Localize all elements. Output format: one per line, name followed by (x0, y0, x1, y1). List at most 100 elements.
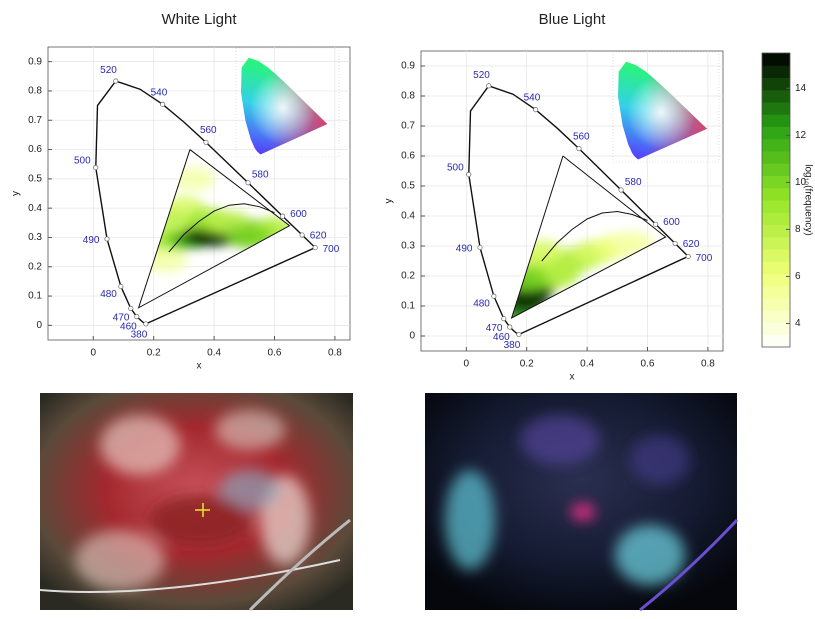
y-tick-label: 0.8 (28, 86, 42, 97)
locus-point (280, 214, 284, 218)
y-tick-label: 0 (36, 320, 42, 331)
wavelength-label: 520 (100, 65, 117, 76)
locus-point (144, 322, 148, 326)
y-tick-label: 0.9 (401, 61, 415, 72)
locus-point (300, 233, 304, 237)
colorbar-band (762, 127, 790, 140)
y-tick-label: 0.8 (401, 91, 415, 102)
locus-point (508, 325, 512, 329)
y-tick-label: 0.1 (401, 301, 415, 312)
y-tick-label: 0.9 (28, 56, 42, 67)
colorbar-tick-label: 6 (795, 271, 801, 282)
colorbar-band (762, 212, 790, 225)
colorbar-band (762, 188, 790, 201)
x-tick-label: 0.4 (207, 348, 221, 359)
y-tick-label: 0.4 (401, 211, 415, 222)
y-tick-label: 0.2 (28, 261, 42, 272)
colorbar-band (762, 163, 790, 176)
colorbar-band (762, 225, 790, 238)
locus-point (246, 181, 250, 185)
locus-point (487, 84, 491, 88)
x-tick-label: 0.2 (147, 348, 161, 359)
wavelength-label: 540 (151, 87, 168, 98)
colorbar-tick-label: 4 (795, 318, 801, 329)
wavelength-label: 480 (100, 289, 117, 300)
x-axis-label: x (197, 361, 202, 372)
x-tick-label: 0.6 (268, 348, 282, 359)
wavelength-label: 700 (323, 244, 340, 255)
wavelength-label: 600 (663, 217, 680, 228)
wavelength-label: 480 (473, 298, 490, 309)
x-tick-label: 0.8 (328, 348, 342, 359)
x-tick-label: 0.6 (641, 359, 655, 370)
wavelength-label: 580 (625, 177, 642, 188)
x-tick-label: 0.4 (580, 359, 594, 370)
photo-white-light (40, 393, 353, 610)
colorbar-band (762, 335, 790, 348)
y-tick-label: 0.3 (28, 232, 42, 243)
wavelength-label: 500 (447, 163, 464, 174)
locus-point (94, 165, 98, 169)
locus-point (160, 102, 164, 106)
y-tick-label: 0.5 (401, 181, 415, 192)
colorbar-band (762, 176, 790, 189)
locus-point (686, 254, 690, 258)
x-tick-label: 0.2 (520, 359, 534, 370)
wavelength-label: 540 (524, 93, 541, 104)
wavelength-label: 700 (696, 253, 713, 264)
locus-point (313, 245, 317, 249)
colorbar-tick-label: 14 (795, 83, 807, 94)
locus-point (114, 79, 118, 83)
wavelength-label: 520 (473, 70, 490, 81)
locus-point (105, 237, 109, 241)
colorbar-band (762, 114, 790, 127)
y-tick-label: 0.3 (401, 241, 415, 252)
x-tick-label: 0.8 (701, 359, 715, 370)
wavelength-label: 560 (573, 131, 590, 142)
colorbar-band (762, 323, 790, 336)
locus-point (517, 332, 521, 336)
colorbar-band (762, 261, 790, 274)
colorbar-band (762, 200, 790, 213)
locus-point (533, 108, 537, 112)
wavelength-label: 380 (131, 329, 148, 340)
y-tick-label: 0.4 (28, 203, 42, 214)
y-axis-label: y (11, 191, 22, 196)
wavelength-label: 490 (456, 244, 473, 255)
colorbar-tick-label: 8 (795, 224, 801, 235)
colorbar-band (762, 298, 790, 311)
y-tick-label: 0.6 (28, 144, 42, 155)
x-axis-label: x (570, 372, 575, 383)
colorbar-band (762, 286, 790, 299)
y-tick-label: 0.1 (28, 291, 42, 302)
chart-title: Blue Light (539, 11, 607, 28)
locus-point (577, 146, 581, 150)
wavelength-label: 620 (683, 239, 700, 250)
colorbar-band (762, 139, 790, 152)
colorbar-band (762, 151, 790, 164)
locus-point (478, 245, 482, 249)
locus-point (619, 188, 623, 192)
colorbar-band (762, 237, 790, 250)
colorbar-band (762, 310, 790, 323)
colorbar-band (762, 90, 790, 103)
x-tick-label: 0 (91, 348, 97, 359)
photo-blue-light (425, 393, 737, 610)
chart-title: White Light (161, 11, 237, 28)
locus-point (467, 172, 471, 176)
colorbar-band (762, 102, 790, 115)
wavelength-label: 620 (310, 230, 327, 241)
wavelength-label: 490 (83, 235, 100, 246)
locus-point (653, 222, 657, 226)
wavelength-label: 600 (290, 209, 307, 220)
x-tick-label: 0 (464, 359, 470, 370)
colorbar-band (762, 53, 790, 66)
locus-point (135, 314, 139, 318)
colorbar-band (762, 249, 790, 262)
y-tick-label: 0.7 (401, 121, 415, 132)
colorbar-band (762, 78, 790, 91)
colorbar-tick-label: 12 (795, 130, 807, 141)
wavelength-label: 380 (504, 340, 521, 351)
locus-point (492, 294, 496, 298)
y-tick-label: 0.7 (28, 115, 42, 126)
